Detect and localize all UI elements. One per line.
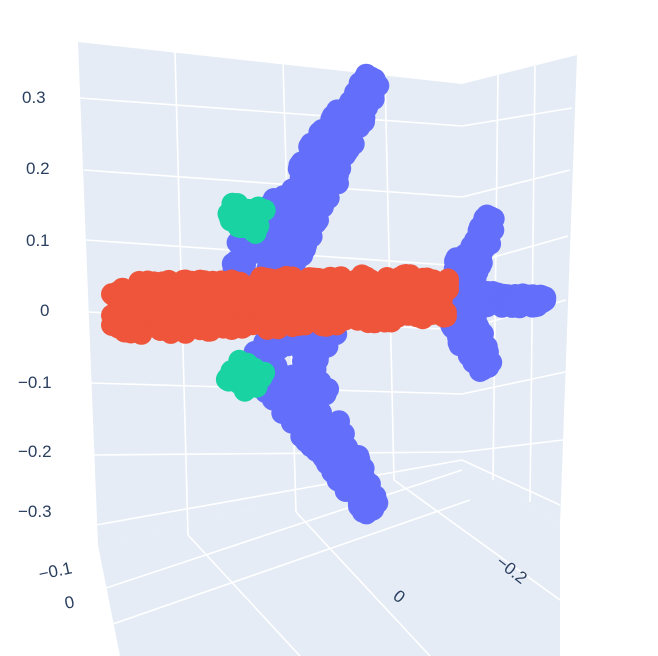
scatter-point [437, 278, 459, 301]
grid-line-z-back [83, 169, 463, 198]
scatter-point [434, 301, 457, 324]
grid-line-z-side [461, 439, 564, 453]
grid-line-vertical-side [529, 65, 536, 503]
y-tick-label: 0 [63, 592, 76, 613]
scatter-point [362, 498, 385, 521]
scatter-point [363, 68, 386, 91]
grid-line-z-back [92, 451, 463, 456]
z-tick-label: −0.2 [18, 442, 52, 461]
point-cloud [101, 63, 557, 525]
grid-line-floor [99, 469, 463, 591]
scatter-point [306, 348, 329, 371]
z-tick-label: 0.2 [26, 159, 50, 178]
grid-line-z-back [79, 97, 463, 127]
grid-line-z-back [95, 459, 463, 526]
scatter-point [534, 289, 557, 312]
grid-line-z-side [461, 169, 571, 198]
grid-line-floor [109, 499, 471, 626]
grid-line-z-side [461, 371, 566, 395]
grid-line-floor [393, 479, 561, 601]
scatter-point [482, 207, 505, 230]
scatter-point [471, 358, 494, 381]
z-tick-label: 0.1 [26, 231, 50, 250]
scatter-point [247, 215, 270, 237]
grid-line-z-side [461, 459, 561, 506]
grid-line-floor [295, 511, 431, 656]
z-tick-label: −0.3 [18, 502, 52, 521]
z-tick-label: −0.1 [18, 373, 52, 392]
z-tick-label: 0.3 [22, 88, 46, 107]
y-tick-label: −0.1 [37, 558, 74, 584]
grid-line-z-side [461, 107, 573, 127]
z-tick-label: 0 [40, 301, 49, 320]
grid-line-vertical-side [492, 74, 499, 481]
scatter-point [454, 311, 477, 334]
scatter-point [245, 375, 268, 398]
